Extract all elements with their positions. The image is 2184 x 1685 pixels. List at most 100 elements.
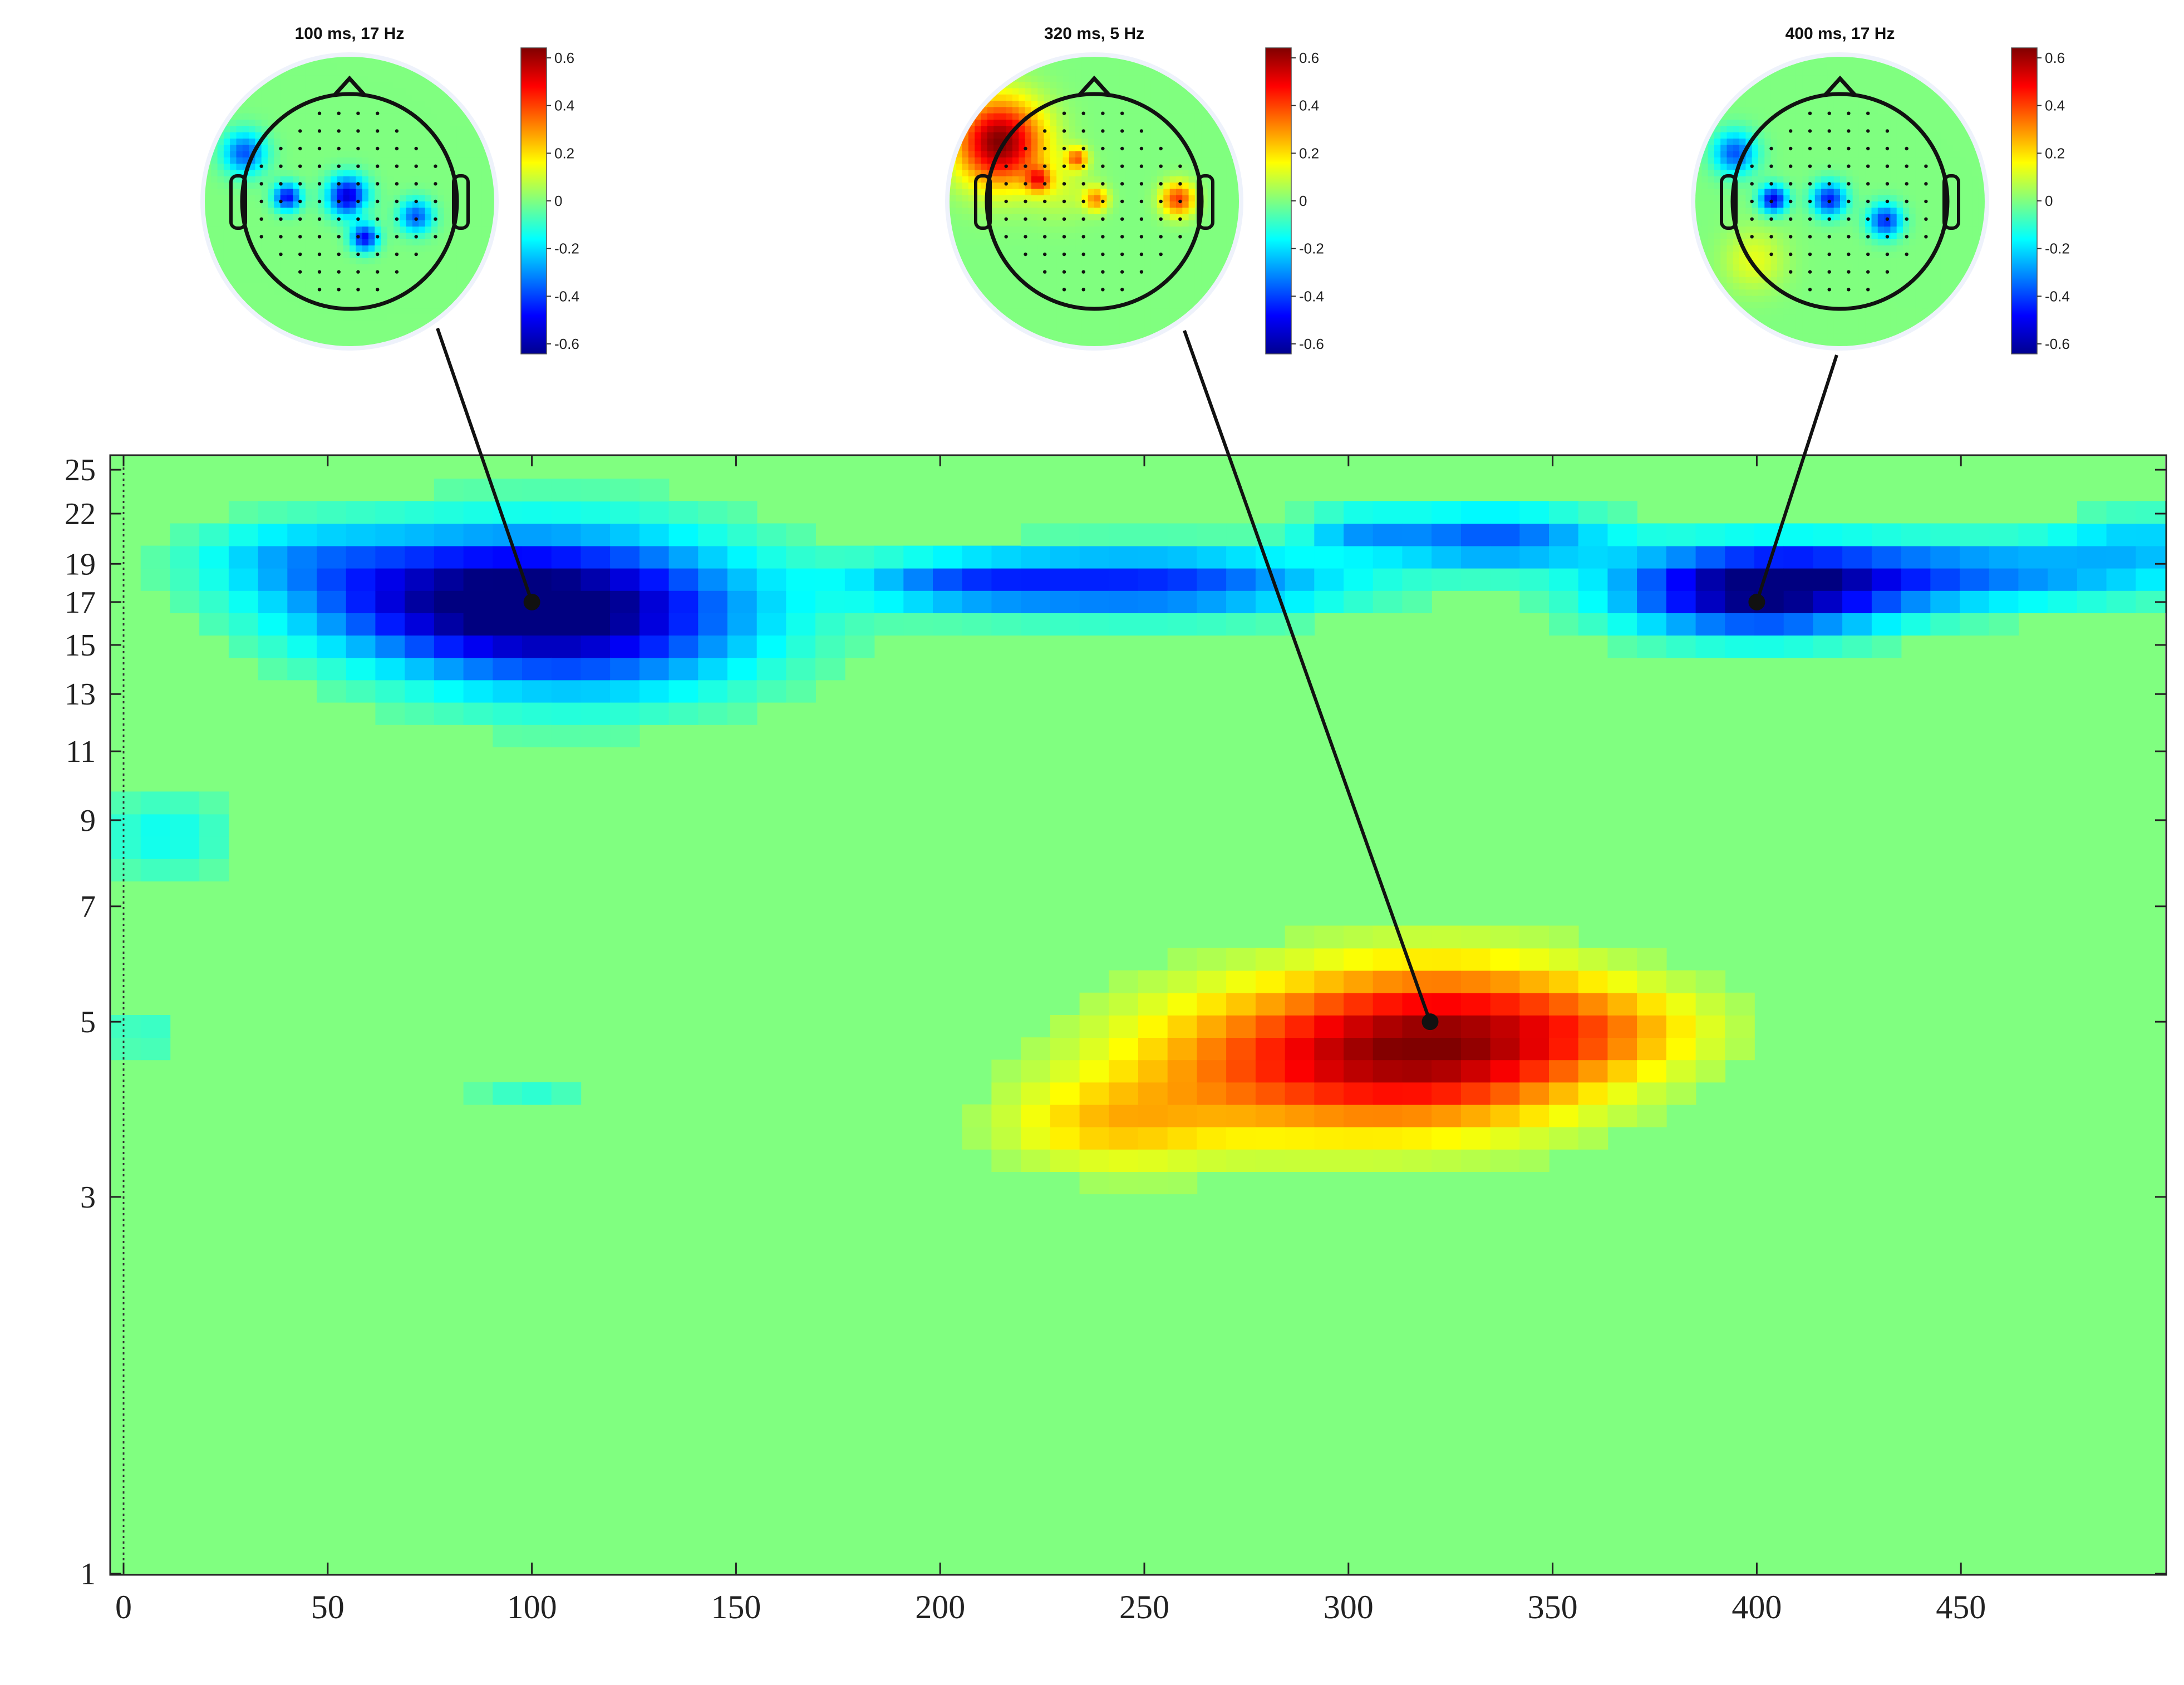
topo-cell [1125, 157, 1133, 164]
topo-cell [463, 239, 470, 246]
topo-cell [1726, 113, 1734, 120]
heatmap-cell [698, 702, 728, 725]
topo-cell [1213, 183, 1221, 190]
heatmap-cell [1226, 970, 1256, 993]
topo-cell [1714, 201, 1721, 208]
topo-cell [419, 107, 426, 114]
topo-cell [1194, 283, 1202, 290]
topo-cell [1069, 101, 1076, 108]
heatmap-cell [2048, 568, 2078, 591]
electrode-dot [298, 164, 302, 168]
topo-cell [968, 151, 975, 158]
topo-cell [1119, 308, 1127, 316]
topo-cell [425, 201, 432, 208]
heatmap-cell [1226, 992, 1256, 1016]
heatmap-cell [1079, 523, 1110, 546]
topo-cell [1063, 226, 1070, 234]
heatmap-cell [375, 545, 405, 569]
topo-cell [1232, 208, 1239, 215]
topo-cell [393, 226, 401, 234]
topo-cell [305, 245, 312, 253]
topo-cell [1012, 151, 1019, 158]
topo-cell [1094, 264, 1101, 271]
topo-cell [1019, 233, 1026, 240]
topo-cell [1031, 170, 1038, 177]
topo-cell [1056, 189, 1064, 196]
topo-cell [1044, 302, 1051, 309]
topo-cell [1226, 183, 1233, 190]
topo-cell [1012, 113, 1019, 120]
topo-cell [1094, 333, 1101, 341]
topo-cell [412, 88, 419, 95]
topo-cell [1106, 69, 1114, 76]
heatmap-cell [1519, 1060, 1550, 1083]
topo-cell [1182, 189, 1189, 196]
topo-cell [1188, 289, 1196, 297]
topo-cell [368, 226, 375, 234]
topo-cell [293, 176, 300, 183]
heatmap-cell [1285, 501, 1315, 524]
topo-cell [280, 302, 287, 309]
topo-cell [962, 170, 969, 177]
topo-cell [1106, 57, 1114, 63]
heatmap-cell [1607, 1060, 1637, 1083]
topo-cell [1745, 151, 1753, 158]
heatmap-cell [1109, 1149, 1139, 1172]
topo-cell [1094, 339, 1101, 346]
topo-cell [1012, 189, 1019, 196]
topo-cell [981, 120, 988, 126]
topo-cell [1764, 214, 1772, 221]
topo-cell [1025, 189, 1032, 196]
topo-cell [299, 69, 306, 76]
topo-cell [406, 120, 413, 126]
topo-cell [393, 69, 401, 76]
topo-cell [1752, 88, 1759, 95]
topo-cell [1006, 113, 1013, 120]
topo-cell [242, 132, 249, 139]
heatmap-cell [375, 523, 405, 546]
topo-cell [362, 139, 369, 145]
electrode-dot [298, 217, 302, 221]
topo-cell [1119, 120, 1127, 126]
topo-cell [305, 145, 312, 152]
topo-cell [324, 107, 331, 114]
heatmap-cell [346, 657, 376, 681]
topo-cell [293, 139, 300, 145]
topo-cell [350, 333, 356, 341]
topo-cell [1169, 170, 1177, 177]
topo-cell [1169, 157, 1177, 164]
topo-cell [1037, 283, 1045, 290]
topo-cell [1176, 107, 1183, 114]
topo-cell [393, 239, 401, 246]
heatmap-cell [1167, 1149, 1198, 1172]
topo-cell [350, 157, 356, 164]
topo-cell [1138, 157, 1145, 164]
heatmap-cell [1813, 523, 1843, 546]
topo-cell [1150, 327, 1158, 334]
topo-cell [469, 176, 476, 183]
topo-cell [312, 132, 319, 139]
topo-cell [249, 120, 256, 126]
heatmap-cell [1255, 948, 1286, 971]
topo-cell [305, 126, 312, 133]
topo-cell [400, 126, 407, 133]
topo-cell [1012, 170, 1019, 177]
topo-cell [1132, 82, 1139, 89]
topo-cell [1094, 157, 1101, 164]
topo-cell [1144, 164, 1152, 171]
heatmap-cell [1666, 1015, 1696, 1038]
topo-cell [400, 245, 407, 253]
topo-cell [1777, 170, 1784, 177]
topo-cell [230, 277, 237, 284]
topo-cell [1012, 283, 1019, 290]
topo-cell [274, 295, 281, 303]
topo-cell [1157, 94, 1164, 101]
topo-cell [1119, 113, 1127, 120]
topo-cell [268, 308, 274, 316]
heatmap-cell [2106, 568, 2137, 591]
topo-cell [1100, 321, 1108, 328]
topo-cell [1213, 189, 1221, 196]
topo-cell [1182, 101, 1189, 108]
topo-cell [1044, 113, 1051, 120]
topo-cell [381, 239, 388, 246]
